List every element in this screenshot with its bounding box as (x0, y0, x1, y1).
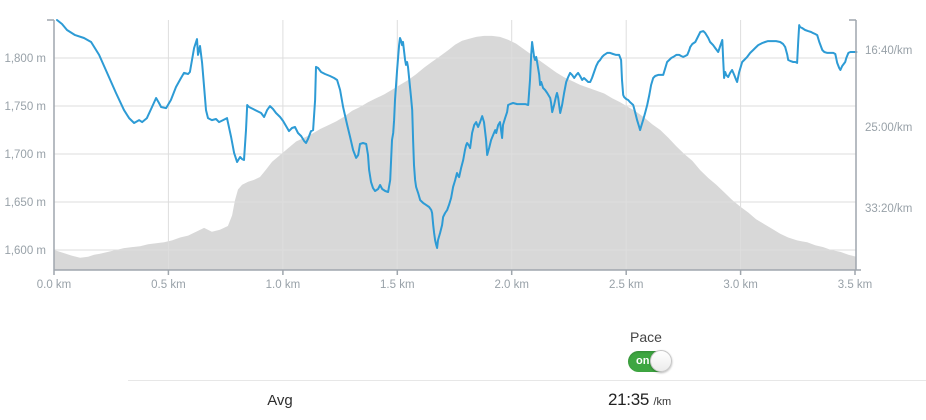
toggle-state-text: on (636, 355, 650, 367)
avg-label: Avg (267, 392, 293, 409)
elevation-pace-chart[interactable]: 1,800 m 1,750 m 1,700 m 1,650 m 1,600 m 16:40… (0, 0, 926, 310)
pace-toggle[interactable]: on (628, 350, 672, 372)
x-axis-tick-label: 3.0 km (723, 279, 758, 291)
avg-pace-number: 21:35 (608, 390, 650, 409)
right-axis-tick-label: 16:40/km (865, 45, 912, 57)
left-axis-tick-label: 1,650 m (4, 197, 46, 209)
x-axis-tick-label: 0.5 km (151, 279, 186, 291)
x-axis-tick-label: 0.0 km (37, 279, 72, 291)
stats-divider (128, 380, 926, 381)
x-axis-tick-label: 3.5 km (838, 279, 873, 291)
avg-pace-value: 21:35 /km (608, 390, 671, 410)
left-axis-tick-label: 1,700 m (4, 149, 46, 161)
right-axis-tick-label: 33:20/km (865, 203, 912, 215)
x-axis-tick-label: 1.0 km (266, 279, 301, 291)
left-axis-tick-label: 1,750 m (4, 101, 46, 113)
toggle-knob[interactable] (650, 350, 672, 372)
x-axis-tick-label: 2.0 km (494, 279, 529, 291)
right-axis-tick-label: 25:00/km (865, 122, 912, 134)
x-axis-tick-label: 1.5 km (380, 279, 415, 291)
left-axis-tick-label: 1,600 m (4, 245, 46, 257)
avg-pace-unit: /km (653, 396, 672, 408)
pace-line (56, 19, 858, 249)
x-axis-tick-label: 2.5 km (609, 279, 644, 291)
pace-toggle-label: Pace (630, 329, 662, 345)
left-axis-tick-label: 1,800 m (4, 53, 46, 65)
elevation-area (54, 35, 857, 271)
